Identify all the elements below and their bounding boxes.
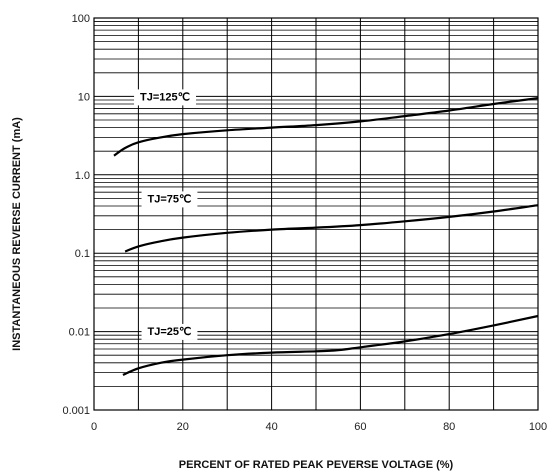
x-tick-label: 60 — [354, 421, 366, 433]
x-tick-label: 100 — [529, 421, 547, 433]
series-label-background — [141, 323, 198, 340]
series-label: TJ=25℃ — [148, 326, 192, 338]
series-label-background — [134, 89, 197, 106]
series-labels: TJ=125℃ TJ=75℃ TJ=25℃ — [140, 91, 191, 338]
x-tick-label: 0 — [91, 421, 97, 433]
series-curves — [113, 97, 539, 376]
series-line — [113, 97, 539, 157]
x-tick-label: 80 — [443, 421, 455, 433]
plot-frame — [93, 17, 539, 411]
series-line — [124, 204, 539, 253]
y-tick-label: 0.001 — [62, 405, 90, 417]
series-line — [122, 314, 539, 376]
series-label-background — [141, 191, 198, 208]
y-tick-label: 10 — [78, 91, 90, 103]
x-tick-label: 40 — [265, 421, 277, 433]
series-label: TJ=75℃ — [148, 193, 192, 205]
x-tick-labels: 0 20 40 60 80 100 — [91, 421, 547, 433]
y-tick-label: 100 — [72, 13, 90, 25]
y-axis-label: INSTANTANEOUS REVERSE CURRENT (mA) — [11, 117, 23, 351]
grid — [93, 17, 539, 411]
y-tick-label: 0.01 — [69, 327, 90, 339]
series-label-backgrounds — [134, 89, 198, 340]
y-tick-labels: 0.001 0.01 0.1 1.0 10 100 — [62, 13, 90, 417]
x-tick-label: 20 — [177, 421, 189, 433]
y-tick-label: 1.0 — [75, 170, 90, 182]
series-label: TJ=125℃ — [140, 91, 190, 103]
y-tick-label: 0.1 — [75, 248, 90, 260]
x-axis-label: PERCENT OF RATED PEAK PEVERSE VOLTAGE (%… — [179, 459, 454, 471]
